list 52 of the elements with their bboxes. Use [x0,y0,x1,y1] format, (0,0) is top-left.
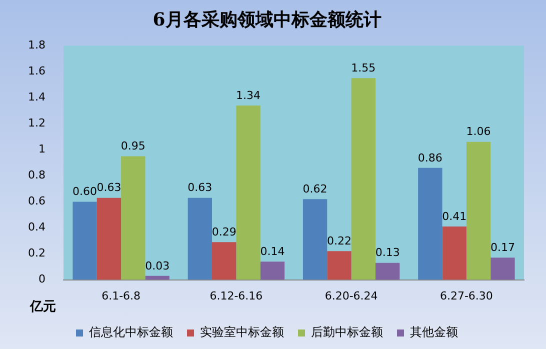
x-tick-label: 6.1-6.8 [102,289,141,302]
y-tick-label: 1.6 [28,64,46,78]
data-label: 0.62 [302,182,328,196]
bar [375,262,400,280]
bar [442,226,466,280]
bar [490,258,515,280]
y-tick-label: 0.2 [28,246,46,260]
data-label: 0.14 [260,244,285,258]
x-tick-label: 6.12-6.16 [210,289,263,302]
chart-title: 6月各采购领域中标金额统计 [152,9,382,30]
data-label: 0.29 [212,225,236,238]
data-label: 0.13 [375,246,400,260]
legend-label: 信息化中标金额 [89,325,173,340]
y-tick-label: 0.4 [28,220,46,234]
bar [188,198,212,280]
data-label: 1.06 [466,125,491,138]
data-label: 0.17 [490,241,515,254]
bar [466,142,491,280]
y-axis-title: 亿元 [29,299,56,314]
y-tick-label: 1.8 [28,38,46,52]
x-tick-label: 6.27-6.30 [440,289,493,302]
legend-label: 其他金额 [410,325,458,340]
legend-label: 实验室中标金额 [200,325,284,340]
x-tick-label: 6.20-6.24 [324,289,378,302]
data-label: 0.41 [442,210,467,223]
bar [121,156,146,280]
bar [212,242,236,280]
data-label: 0.63 [188,181,212,194]
data-label: 0.95 [120,140,146,153]
bar [302,199,328,280]
legend-label: 后勤中标金额 [311,325,383,340]
y-tick-label: 0.8 [28,168,46,182]
bar [327,251,352,280]
data-label: 0.63 [96,181,122,194]
data-label: 0.03 [145,259,170,272]
data-label: 0.22 [326,234,352,248]
data-label: 0.60 [72,185,98,198]
data-label: 1.55 [351,61,376,74]
y-tick-label: 1 [38,142,46,156]
y-tick-label: 1.2 [28,116,46,130]
data-label: 1.34 [236,88,261,102]
bar [351,78,376,280]
data-label: 0.86 [418,151,442,164]
y-tick-label: 0 [38,272,46,286]
y-tick-label: 1.4 [28,90,46,104]
bar [72,202,97,280]
bar [418,168,442,280]
bar [236,105,260,280]
bar [260,262,285,280]
y-tick-label: 0.6 [28,194,46,208]
bar [145,276,170,280]
bar [96,198,122,280]
